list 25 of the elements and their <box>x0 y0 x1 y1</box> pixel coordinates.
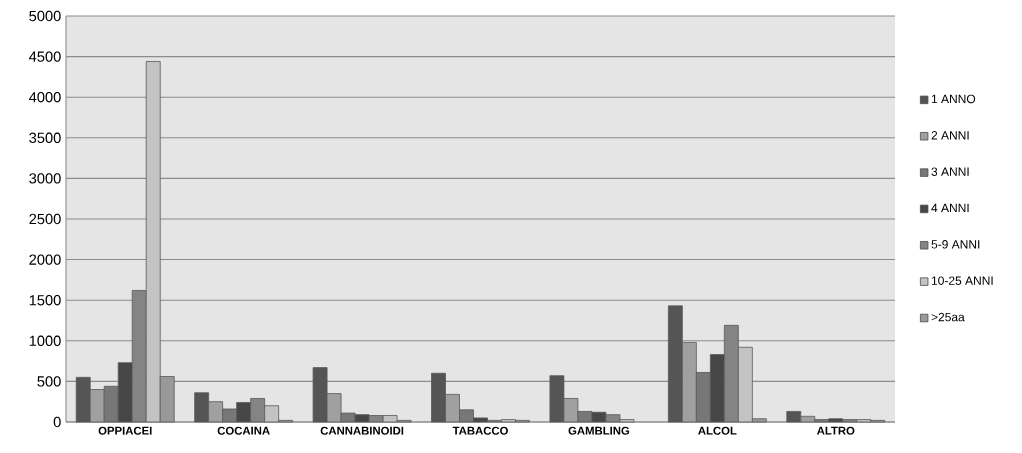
x-tick-label: TABACCO <box>452 426 508 435</box>
y-tick-label: 3000 <box>29 173 61 184</box>
y-tick-label: 5000 <box>29 10 61 22</box>
legend-label: 10-25 ANNI <box>931 276 993 285</box>
legend-label: 4 ANNI <box>931 203 969 213</box>
legend-label: 5-9 ANNI <box>931 240 980 249</box>
y-tick-label: 2000 <box>29 254 61 265</box>
y-tick-label: 3500 <box>29 132 61 143</box>
y-tick-label: 0 <box>53 416 61 428</box>
x-tick-label: OPPIACEI <box>98 426 152 435</box>
y-tick-label: 4000 <box>29 92 61 103</box>
y-tick-label: 1500 <box>29 295 61 306</box>
y-tick-label: 4500 <box>29 51 61 62</box>
y-tick-label: 1000 <box>29 335 61 346</box>
x-tick-label: COCAINA <box>217 426 270 435</box>
x-tick-label: ALTRO <box>816 426 855 435</box>
y-tick-label: 2500 <box>29 213 61 225</box>
x-tick-label: GAMBLING <box>568 426 630 435</box>
legend-label: 1 ANNO <box>931 94 976 104</box>
legend-label: 3 ANNI <box>931 167 969 176</box>
y-tick-label: 500 <box>37 376 61 387</box>
legend-label: 2 ANNI <box>931 131 969 140</box>
legend-label: >25aa <box>931 312 965 322</box>
x-tick-label: CANNABINOIDI <box>320 426 404 435</box>
x-tick-label: ALCOL <box>698 426 737 435</box>
